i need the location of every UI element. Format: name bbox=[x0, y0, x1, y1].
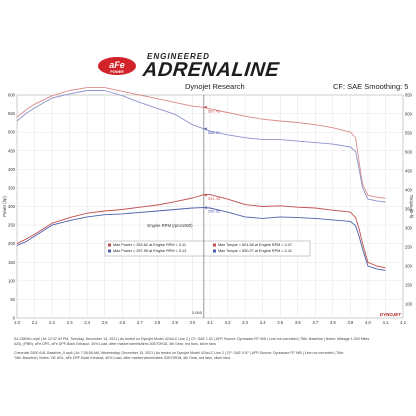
x-tick-label: 2.7 bbox=[137, 320, 143, 325]
legend-item: Max Power = 297.95 at Engine RPM = 3.13 bbox=[113, 249, 186, 253]
x-tick-label: 3.0 bbox=[190, 320, 196, 325]
series-line-power-tuned bbox=[16, 194, 386, 269]
y-right-axis-label: Torque (lb-ft) bbox=[409, 195, 414, 219]
axes: 2.0 2.1 2.2 2.3 2.4 2.5 2.6 2.7 2.8 2.9 3.0 3.1 3.2 3… bbox=[2, 93, 414, 326]
legend-swatch bbox=[108, 249, 111, 253]
y-right-tick-label: 550 bbox=[405, 131, 413, 136]
legend-box bbox=[104, 240, 311, 257]
y-axis-label: Power (hp) bbox=[2, 196, 7, 217]
y-right-tick-label: 200 bbox=[405, 264, 413, 269]
y-tick-label: 600 bbox=[8, 93, 16, 98]
cursor-value-label: 567.43 bbox=[208, 108, 221, 113]
x-tick-label: 2.0 bbox=[14, 320, 20, 325]
cursor-marker bbox=[203, 206, 207, 210]
x-tick-label: 3.8 bbox=[330, 320, 336, 325]
series-line-torque-tuned bbox=[16, 87, 386, 199]
y-right-tick-label: 600 bbox=[405, 112, 413, 117]
x-tick-label: 3.3 bbox=[242, 320, 248, 325]
y-tick-label: 550 bbox=[8, 111, 16, 116]
y-right-tick-label: 150 bbox=[405, 283, 413, 288]
x-tick-label: 2.3 bbox=[67, 320, 73, 325]
grid bbox=[16, 94, 404, 319]
dyno-label: Dynojet Research bbox=[185, 82, 245, 91]
legend-swatch bbox=[213, 249, 216, 253]
x-tick-label: 2.2 bbox=[49, 320, 55, 325]
y-right-tick-label: 650 bbox=[405, 93, 413, 98]
x-tick-label: 3.4 bbox=[260, 320, 266, 325]
cursor-marker bbox=[203, 127, 207, 131]
cursor-value-label: 296.65 bbox=[208, 209, 221, 214]
brand-logo: aFe POWER ENGINEERED ADRENALINE bbox=[97, 52, 317, 81]
y-tick-label: 450 bbox=[8, 148, 16, 153]
x-tick-label: 3.2 bbox=[225, 320, 231, 325]
x-tick-label: 2.6 bbox=[119, 320, 125, 325]
cursor-marker bbox=[203, 105, 207, 109]
legend-item: Max Torque = 601.66 at Engine RPM = 2.47 bbox=[218, 243, 292, 247]
y-tick-label: 500 bbox=[8, 130, 16, 135]
x-tick-label: 3.5 bbox=[277, 320, 283, 325]
y-right-tick-label: 300 bbox=[405, 226, 413, 231]
legend-swatch bbox=[213, 243, 216, 247]
y-tick-label: 100 bbox=[8, 278, 16, 283]
y-right-tick-label: 450 bbox=[405, 169, 413, 174]
y-right-tick-label: 350 bbox=[405, 207, 413, 212]
footer-line-3: Chevrolet 2500 6.6L Baseline_II.wp6 | At… bbox=[14, 351, 345, 355]
x-tick-label: 2.8 bbox=[154, 320, 160, 325]
series-group bbox=[16, 87, 386, 271]
footer-line-4: Title: Baseline | Notes: OE ADL, aFe DPF… bbox=[14, 356, 231, 360]
x-tick-label: 3.6 bbox=[295, 320, 301, 325]
y-tick-label: 300 bbox=[8, 204, 16, 209]
y-tick-label: 150 bbox=[8, 260, 16, 265]
cursor: 3.065 567.43 508.57 331.43 296.65 bbox=[192, 95, 221, 318]
x-tick-label: 2.9 bbox=[172, 320, 178, 325]
legend-item: Max Torque = 590.27 at Engine RPM = 2.41 bbox=[218, 249, 292, 253]
cursor-value-label: 508.57 bbox=[208, 130, 221, 135]
cursor-x-label: 3.065 bbox=[192, 310, 203, 315]
y-tick-label: 250 bbox=[8, 223, 16, 228]
logo-afe-text: aFe bbox=[109, 60, 125, 70]
footer-line-1: 54-13809Lr.wp6 | At: 12:37:43 PM, Tuesda… bbox=[14, 337, 370, 341]
y-right-tick-label: 400 bbox=[405, 188, 413, 193]
cursor-value-label: 331.43 bbox=[208, 196, 221, 201]
y-tick-label: 200 bbox=[8, 241, 16, 246]
y-tick-label: 400 bbox=[8, 167, 16, 172]
x-tick-label: 4.2 bbox=[400, 320, 406, 325]
legend-swatch bbox=[108, 243, 111, 247]
x-tick-label: 3.1 bbox=[207, 320, 213, 325]
series-line-power-base bbox=[16, 207, 386, 271]
logo-engineered: ENGINEERED bbox=[147, 52, 210, 61]
cursor-marker bbox=[203, 193, 207, 197]
cf-label: CF: SAE Smoothing: 5 bbox=[333, 82, 409, 91]
x-tick-label: 2.5 bbox=[102, 320, 108, 325]
y-tick-label: 0 bbox=[13, 316, 16, 321]
legend: Max Power = 333.62 at Engine RPM = 3.11 M… bbox=[104, 240, 311, 257]
x-tick-label: 2.1 bbox=[32, 320, 38, 325]
x-tick-label: 4.0 bbox=[365, 320, 371, 325]
x-tick-label: 3.7 bbox=[312, 320, 318, 325]
legend-item: Max Power = 333.62 at Engine RPM = 3.11 bbox=[113, 243, 186, 247]
afe-logo-icon: aFe POWER bbox=[98, 57, 136, 75]
y-tick-label: 50 bbox=[10, 297, 15, 302]
y-right-tick-label: 250 bbox=[405, 245, 413, 250]
y-right-tick-label: 500 bbox=[405, 150, 413, 155]
x-tick-label: 2.4 bbox=[84, 320, 90, 325]
series-line-torque-base bbox=[16, 90, 386, 203]
y-right-tick-label: 100 bbox=[405, 302, 413, 307]
logo-power-text: POWER bbox=[110, 70, 124, 74]
y-tick-label: 350 bbox=[8, 185, 16, 190]
x-axis-label: Engine RPM (rpm/1000) bbox=[147, 223, 193, 228]
x-tick-label: 4.1 bbox=[383, 320, 389, 325]
footer-line-2: 420), (PBR), aFe DPS, aFe DPF-Back Exhau… bbox=[14, 342, 216, 346]
x-tick-label: 3.9 bbox=[347, 320, 353, 325]
dynojet-mark: DYNOJET bbox=[380, 312, 403, 317]
